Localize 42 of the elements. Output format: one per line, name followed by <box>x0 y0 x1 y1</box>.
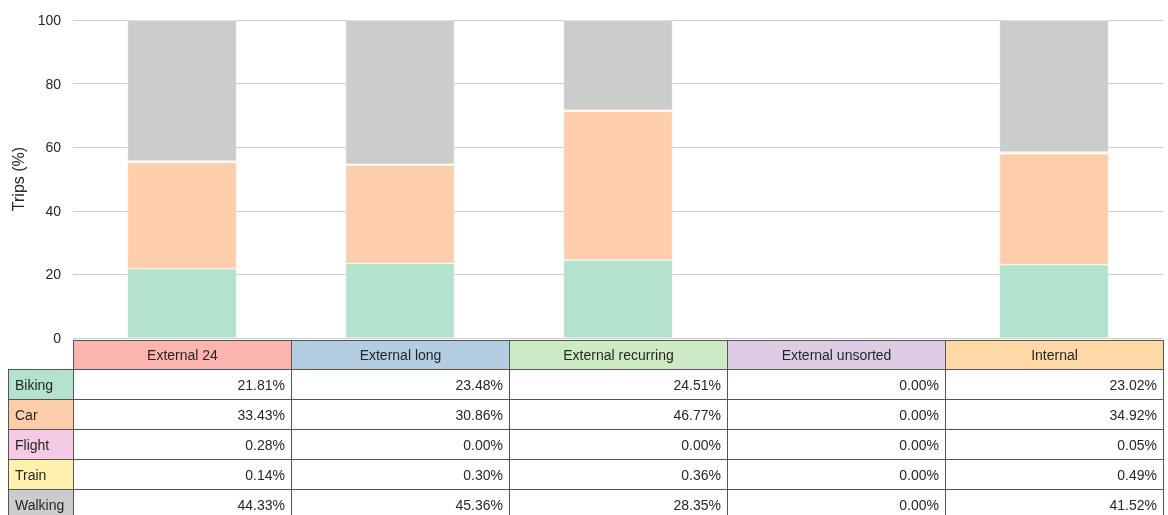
data-label: 0.00% <box>291 429 510 460</box>
data-label: 30.86% <box>291 399 510 430</box>
text: Train <box>8 459 74 490</box>
data-label: 28.35% <box>509 489 728 515</box>
data-label: 0.00% <box>727 459 946 490</box>
text: Biking <box>8 369 74 400</box>
data-label: 24.51% <box>509 369 728 400</box>
text: Flight <box>8 429 74 460</box>
data-label: 0.00% <box>727 369 946 400</box>
y-tick-label: 100 <box>37 12 62 28</box>
data-label: 21.81% <box>73 369 292 400</box>
data-label: 44.33% <box>73 489 292 515</box>
text: Car <box>8 399 74 430</box>
y-tick-label: 80 <box>45 75 62 92</box>
data-label: 23.48% <box>291 369 510 400</box>
data-label: 0.05% <box>945 429 1164 460</box>
data-label: 0.00% <box>727 429 946 460</box>
data-label: 0.28% <box>73 429 292 460</box>
data-label: 0.00% <box>727 489 946 515</box>
data-label: 0.36% <box>509 459 728 490</box>
y-tick-label: 20 <box>45 266 62 283</box>
data-label: 34.92% <box>945 399 1164 430</box>
data-label: 33.43% <box>73 399 292 430</box>
data-label: 0.30% <box>291 459 510 490</box>
data-label: 41.52% <box>945 489 1164 515</box>
y-axis-title: Trips (%) <box>10 146 28 212</box>
x-tick-label: Internal <box>945 340 1164 370</box>
data-label: 46.77% <box>509 399 728 430</box>
data-label: 0.00% <box>509 429 728 460</box>
x-tick-label: External unsorted <box>727 340 946 370</box>
data-label: 0.14% <box>73 459 292 490</box>
x-tick-label: External 24 <box>73 340 292 370</box>
y-tick-label: 0 <box>53 330 62 346</box>
x-tick-label: External long <box>291 340 510 370</box>
data-label: 0.49% <box>945 459 1164 490</box>
data-label: 45.36% <box>291 489 510 515</box>
y-tick-label: 60 <box>45 139 62 156</box>
data-label: 23.02% <box>945 369 1164 400</box>
x-tick-label: External recurring <box>509 340 728 370</box>
text: Walking <box>8 489 74 515</box>
data-label: 0.00% <box>727 399 946 430</box>
y-tick-label: 40 <box>45 202 62 219</box>
